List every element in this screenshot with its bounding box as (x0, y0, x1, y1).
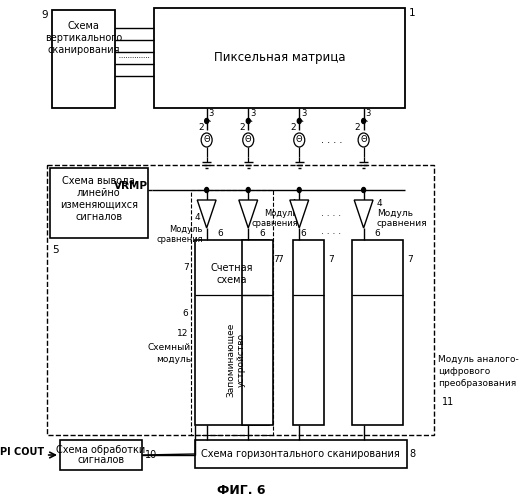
Polygon shape (290, 200, 309, 228)
Text: 3: 3 (301, 110, 306, 118)
Text: 7: 7 (407, 256, 413, 264)
Bar (154, 8, 405, 108)
Text: 6: 6 (375, 228, 380, 237)
Circle shape (247, 188, 250, 192)
Text: 6: 6 (259, 228, 265, 237)
Text: 5: 5 (52, 245, 59, 255)
Circle shape (362, 118, 365, 124)
Bar (195, 440, 407, 468)
Polygon shape (197, 200, 216, 228)
Bar (293, 240, 324, 425)
Bar (352, 240, 403, 425)
Text: 3: 3 (250, 110, 255, 118)
Text: 10: 10 (145, 450, 157, 460)
Text: 4: 4 (291, 200, 296, 208)
Text: Модуль аналого-: Модуль аналого- (438, 356, 519, 364)
Text: Запоминающее
устройство: Запоминающее устройство (226, 323, 246, 397)
Text: сигналов: сигналов (75, 212, 122, 222)
Text: сигналов: сигналов (77, 455, 125, 465)
Circle shape (204, 188, 209, 192)
Text: 3: 3 (208, 110, 214, 118)
Circle shape (247, 118, 250, 124)
Text: Θ: Θ (296, 136, 303, 144)
Text: Модуль: Модуль (169, 224, 203, 234)
Text: VRMP: VRMP (114, 181, 148, 191)
Text: 8: 8 (409, 449, 415, 459)
Text: 6: 6 (217, 228, 223, 237)
Text: линейно: линейно (77, 188, 120, 198)
Bar (195, 240, 269, 425)
Circle shape (294, 133, 305, 147)
Text: 1: 1 (409, 8, 416, 18)
Text: Θ: Θ (203, 136, 210, 144)
Circle shape (204, 118, 209, 124)
Circle shape (243, 133, 254, 147)
Text: Схема вывода: Схема вывода (62, 176, 135, 186)
Text: изменяющихся: изменяющихся (60, 200, 138, 210)
Text: ФИГ. 6: ФИГ. 6 (217, 484, 265, 496)
Text: модуль: модуль (156, 356, 191, 364)
Text: 12: 12 (177, 328, 188, 338)
Text: . . . .: . . . . (321, 228, 342, 236)
Circle shape (201, 133, 212, 147)
Text: 2: 2 (198, 124, 203, 132)
Polygon shape (239, 200, 257, 228)
Text: 6: 6 (301, 228, 307, 237)
Text: сканирования: сканирования (47, 45, 120, 55)
Text: 9: 9 (42, 10, 48, 20)
Bar (242, 240, 274, 425)
Bar (191, 190, 274, 435)
Text: Модуль: Модуль (264, 210, 298, 218)
Text: сравнения: сравнения (377, 220, 428, 228)
Text: 7: 7 (183, 264, 188, 272)
Text: вертикального: вертикального (45, 33, 122, 43)
Text: . . . .: . . . . (321, 210, 342, 218)
Text: Схема: Схема (67, 21, 99, 31)
Text: Θ: Θ (360, 136, 367, 144)
Bar (60, 440, 142, 470)
Bar (52, 10, 115, 108)
Circle shape (362, 188, 365, 192)
Text: 7: 7 (329, 256, 334, 264)
Text: сравнения: сравнения (251, 220, 298, 228)
Text: 4: 4 (377, 200, 383, 208)
Text: 6: 6 (183, 308, 188, 318)
Circle shape (358, 133, 369, 147)
Text: преобразования: преобразования (438, 380, 516, 388)
Text: 2: 2 (355, 124, 361, 132)
Text: Схема горизонтального сканирования: Схема горизонтального сканирования (201, 449, 400, 459)
Text: 2: 2 (291, 124, 296, 132)
Polygon shape (354, 200, 373, 228)
Text: 7: 7 (277, 256, 283, 264)
Text: Пиксельная матрица: Пиксельная матрица (214, 52, 345, 64)
Text: Схемный: Схемный (148, 344, 191, 352)
Text: Θ: Θ (245, 136, 252, 144)
Text: 7: 7 (274, 256, 279, 264)
Text: . . . .: . . . . (321, 135, 342, 145)
Text: 4: 4 (195, 214, 200, 222)
Text: Схема обработки: Схема обработки (57, 445, 146, 455)
Text: 2: 2 (239, 124, 245, 132)
Text: сравнения: сравнения (156, 234, 203, 244)
Text: цифрового: цифрового (438, 368, 490, 376)
Text: Счетная: Счетная (211, 263, 253, 273)
Circle shape (297, 188, 301, 192)
Circle shape (297, 118, 301, 124)
Bar (50, 168, 148, 238)
Bar (47, 165, 434, 435)
Text: Модуль: Модуль (377, 210, 413, 218)
Text: 3: 3 (365, 110, 371, 118)
Text: 11: 11 (442, 397, 454, 407)
Text: PI COUT: PI COUT (0, 447, 44, 457)
Text: схема: схема (217, 275, 248, 285)
